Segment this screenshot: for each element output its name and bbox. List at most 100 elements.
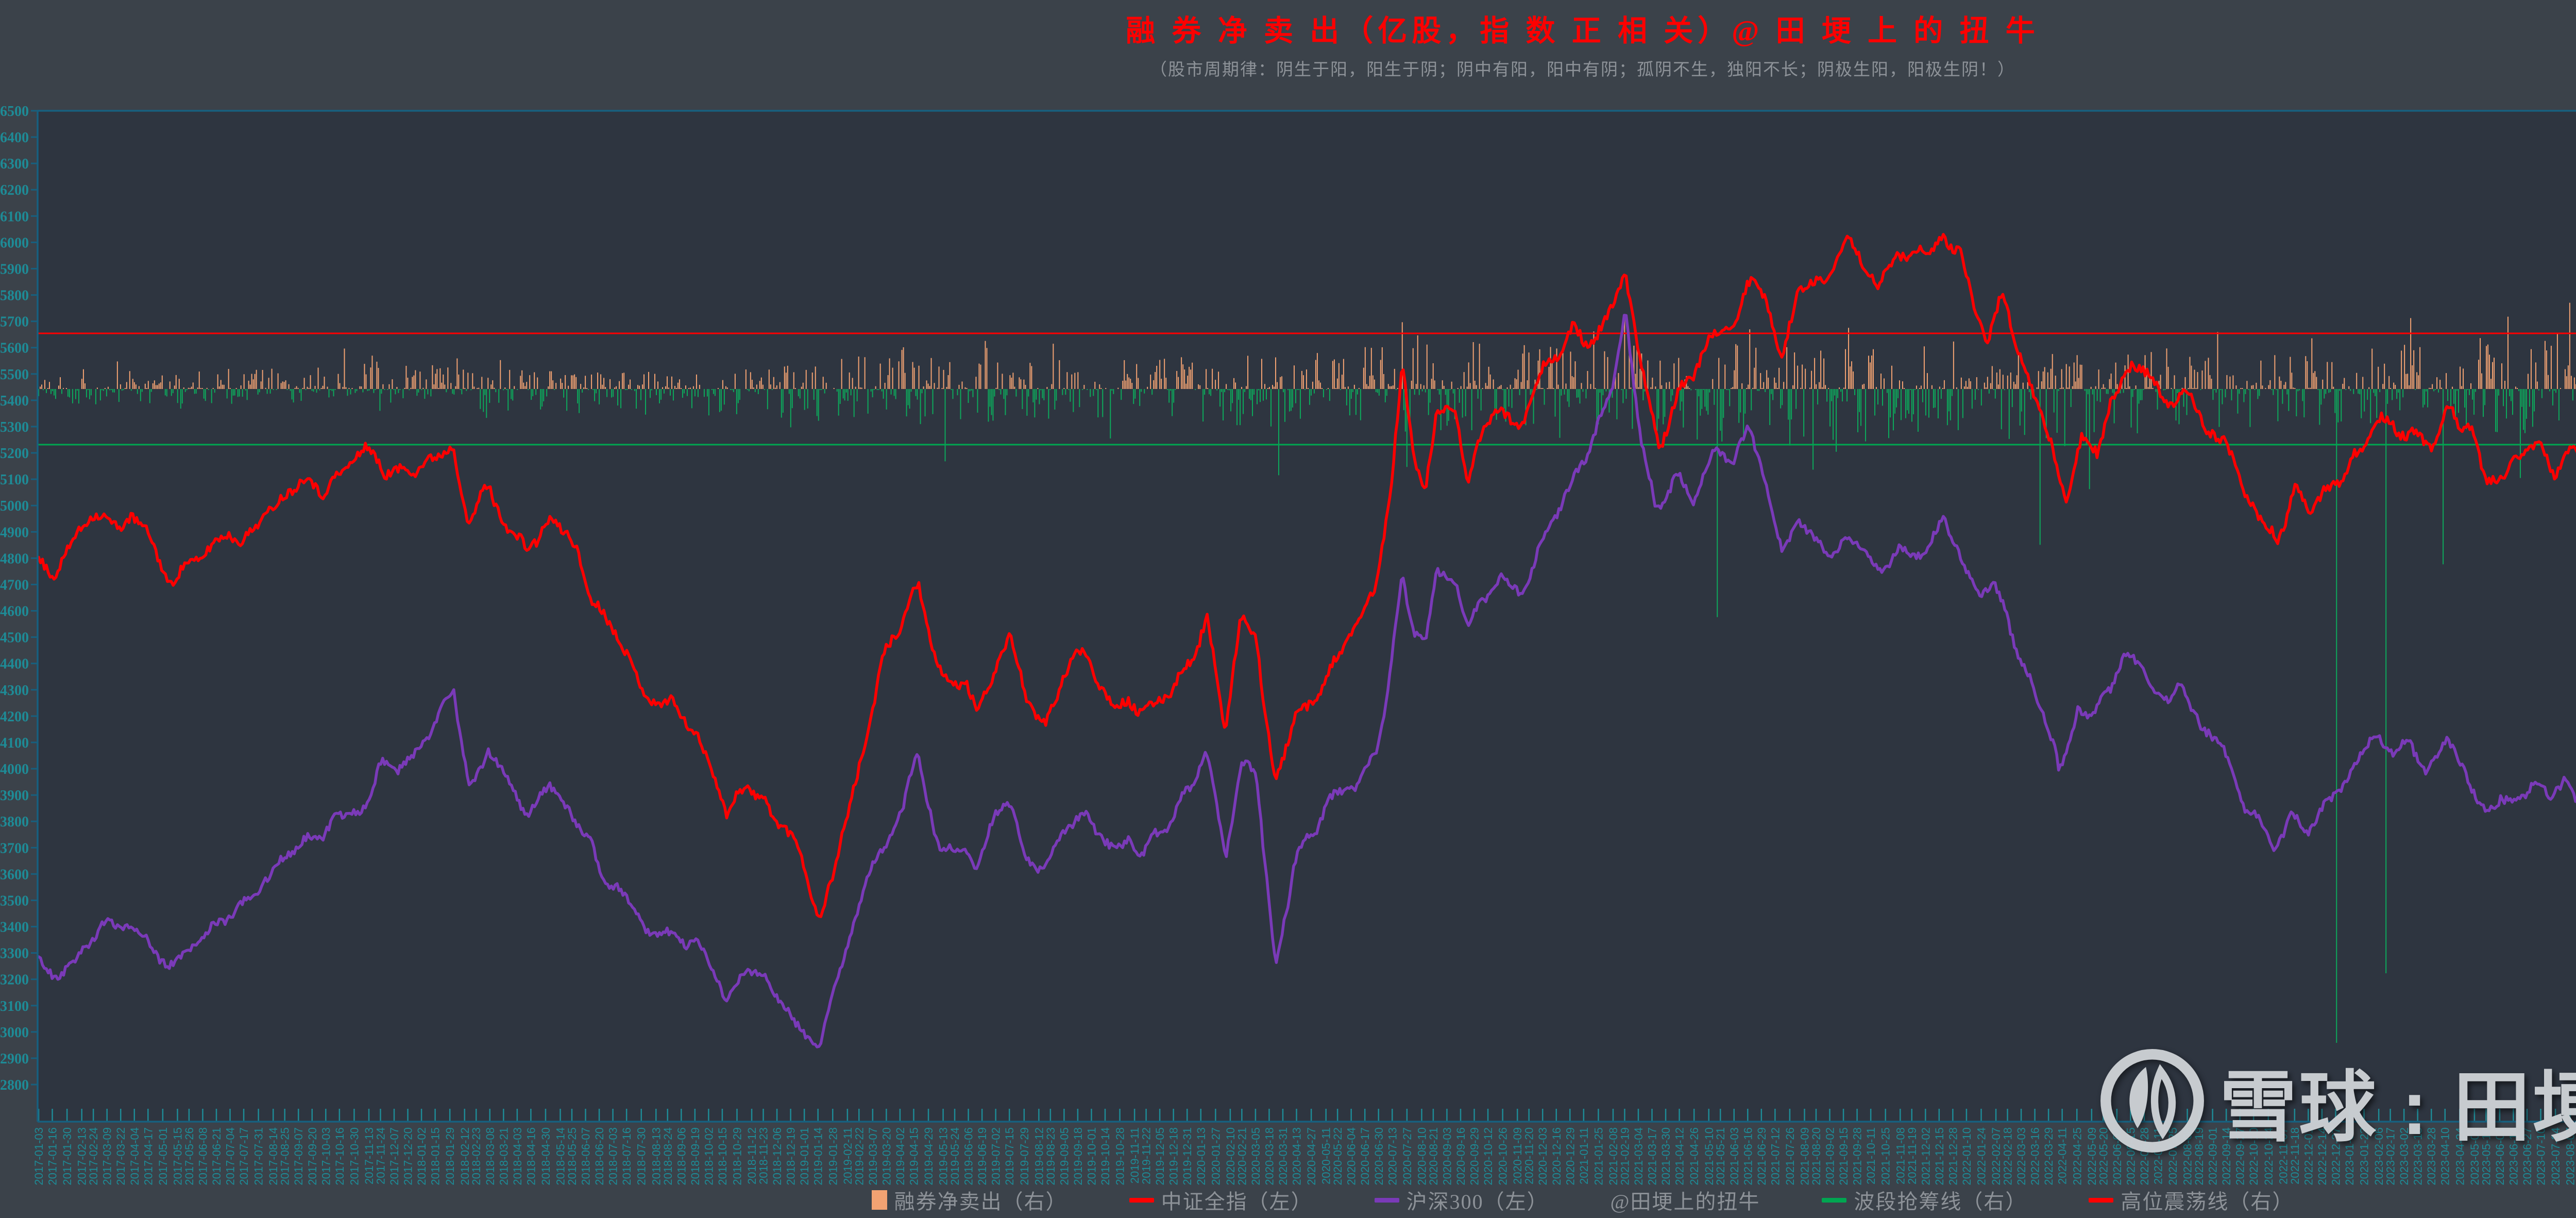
y-axis-label-left: 6300: [0, 156, 29, 172]
y-axis-label-left: 3800: [0, 814, 29, 830]
x-axis-label: 2021-12-02: [1919, 1127, 1932, 1186]
x-axis-label: 2017-07-04: [224, 1127, 237, 1186]
x-axis-label: 2018-08-24: [662, 1127, 674, 1186]
x-axis-label: 2017-02-13: [76, 1127, 89, 1186]
y-axis-label-left: 3600: [0, 867, 29, 883]
x-axis-label: 2020-10-26: [1497, 1127, 1510, 1186]
x-axis-label: 2022-04-11: [2056, 1127, 2069, 1185]
x-axis-label: 2018-07-30: [635, 1127, 648, 1186]
x-axis-label: 2023-04-24: [2453, 1127, 2466, 1186]
x-axis-label: 2020-08-21: [1427, 1127, 1440, 1186]
x-axis-label: 2023-07-10: [2535, 1127, 2548, 1186]
legend-item-csi300: 沪深300（左）: [1374, 1185, 1549, 1215]
line-swatch-icon: [1822, 1197, 1847, 1203]
x-axis-label: 2022-12-01: [2302, 1127, 2315, 1186]
x-axis-label: 2020-11-09: [1511, 1127, 1524, 1185]
x-axis-label: 2019-03-20: [880, 1127, 893, 1186]
page-subtitle: （股市周期律：阴生于阳，阳生于阴；阴中有阳，阳中有阴；孤阴不生，独阳不长；阴极生…: [1150, 61, 2015, 79]
x-axis-label: 2021-08-20: [1810, 1127, 1823, 1186]
legend-label: 融券净卖出（右）: [894, 1190, 1067, 1213]
x-axis-label: 2020-04-13: [1291, 1127, 1303, 1186]
x-axis-label: 2020-09-03: [1440, 1127, 1453, 1186]
x-axis-label: 2020-05-11: [1320, 1127, 1333, 1185]
x-axis-label: 2023-03-28: [2425, 1127, 2438, 1186]
x-axis-label: 2023-04-10: [2439, 1127, 2452, 1186]
y-axis-label-left: 3100: [0, 999, 29, 1014]
x-axis-label: 2019-07-02: [990, 1127, 1003, 1186]
legend-label: 高位震荡线（右）: [2121, 1190, 2294, 1213]
x-axis-label: 2022-01-10: [1960, 1127, 1973, 1186]
y-axis-label-left: 4100: [0, 735, 29, 751]
x-axis-label: 2020-07-27: [1401, 1127, 1414, 1186]
x-axis-label: 2021-08-09: [1799, 1127, 1811, 1186]
x-axis-label: 2019-04-15: [907, 1127, 920, 1186]
x-axis-label: 2019-12-05: [1154, 1127, 1166, 1186]
y-axis-label-left: 4300: [0, 683, 29, 699]
x-axis-label: 2022-06-02: [2111, 1127, 2124, 1186]
x-axis-label: 2021-07-12: [1769, 1127, 1782, 1186]
y-axis-label-left: 5500: [0, 367, 29, 383]
x-axis-label: 2019-04-29: [922, 1127, 935, 1186]
x-axis-label: 2018-07-03: [607, 1127, 620, 1186]
y-axis-label-left: 5400: [0, 393, 29, 409]
x-axis-label: 2022-07-25: [2166, 1127, 2179, 1186]
line-swatch-icon: [2089, 1197, 2114, 1203]
x-axis-label: 2017-10-30: [348, 1127, 361, 1186]
x-axis-label: 2019-12-31: [1181, 1127, 1194, 1186]
x-axis-label: 2017-08-25: [279, 1127, 292, 1186]
x-axis-label: 2019-11-22: [1140, 1127, 1153, 1185]
x-axis-label: 2017-02-24: [87, 1127, 100, 1186]
x-axis-label: 2018-11-12: [745, 1127, 758, 1185]
x-axis-label: 2017-08-14: [267, 1127, 280, 1186]
line-swatch-icon: [1129, 1197, 1154, 1203]
x-axis-label: 2023-01-23: [2358, 1127, 2371, 1186]
x-axis-label: 2021-09-15: [1837, 1127, 1850, 1186]
x-axis-label: 2022-12-27: [2329, 1127, 2342, 1186]
x-axis-label: 2017-04-17: [142, 1127, 155, 1186]
legend-item-short-sell: 融券净卖出（右）: [871, 1185, 1067, 1215]
x-axis-label: 2018-06-20: [593, 1127, 606, 1186]
x-axis-label: 2022-05-20: [2097, 1127, 2110, 1186]
x-axis-label: 2017-06-21: [210, 1127, 223, 1186]
y-axis-label-left: 4000: [0, 762, 29, 777]
x-axis-label: 2018-10-02: [702, 1127, 715, 1186]
x-axis-label: 2021-09-28: [1851, 1127, 1864, 1186]
x-axis-label: 2018-12-19: [785, 1127, 798, 1186]
x-axis-label: 2020-10-12: [1482, 1127, 1495, 1186]
x-axis-label: 2020-06-30: [1372, 1127, 1385, 1186]
y-axis-label-left: 5100: [0, 472, 29, 488]
y-axis-label-left: 3300: [0, 946, 29, 962]
x-axis-label: 2018-07-16: [620, 1127, 633, 1186]
x-axis-label: 2023-05-19: [2480, 1127, 2493, 1186]
y-axis-label-left: 5300: [0, 419, 29, 435]
x-axis-label: 2019-08-23: [1044, 1127, 1057, 1186]
y-axis-label-left: 4400: [0, 656, 29, 672]
x-axis-label: 2022-06-15: [2124, 1127, 2137, 1186]
x-axis-label: 2020-01-13: [1195, 1127, 1208, 1186]
csi300-line: [37, 314, 2576, 1048]
x-axis-label: 2017-01-30: [61, 1127, 74, 1186]
y-axis-label-left: 5800: [0, 288, 29, 304]
x-axis-label: 2018-10-29: [731, 1127, 743, 1186]
x-axis-label: 2017-05-01: [157, 1127, 170, 1186]
x-axis-label: 2022-04-25: [2071, 1127, 2083, 1186]
y-axis-label-left: 4200: [0, 709, 29, 725]
legend-label: 中证全指（左）: [1161, 1190, 1313, 1213]
x-axis-label: 2020-02-21: [1235, 1127, 1248, 1186]
x-axis-label: 2017-10-03: [319, 1127, 332, 1186]
legend-item-csi-all: 中证全指（左）: [1129, 1185, 1313, 1215]
x-axis-label: 2022-10-10: [2247, 1127, 2260, 1186]
x-axis-label: 2018-10-15: [716, 1127, 729, 1186]
x-axis-label: 2023-06-01: [2494, 1127, 2506, 1186]
x-axis-label: 2023-01-09: [2343, 1127, 2356, 1186]
y-axis-label-left: 3000: [0, 1025, 29, 1041]
x-axis-label: 2022-01-24: [1975, 1127, 1988, 1186]
y-axis-label-left: 6200: [0, 182, 29, 198]
line-swatch-icon: [1374, 1197, 1399, 1203]
y-axis-label-left: 6400: [0, 130, 29, 146]
x-axis-label: 2023-03-15: [2412, 1127, 2425, 1186]
y-axis-label-left: 4800: [0, 551, 29, 567]
x-axis-label: 2020-03-05: [1249, 1127, 1262, 1186]
x-axis-label: 2021-04-12: [1673, 1127, 1686, 1186]
